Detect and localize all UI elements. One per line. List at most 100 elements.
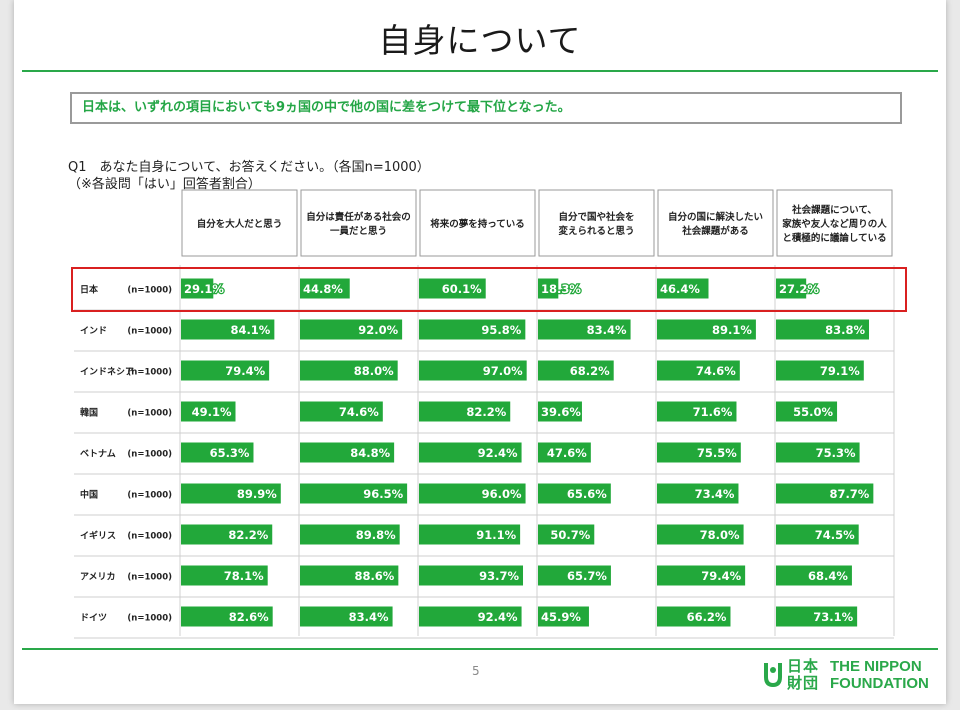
bar-value-label: 95.8%	[481, 323, 521, 337]
column-header-label: と積極的に議論している	[782, 232, 886, 244]
bar-value-label: 91.1%	[476, 528, 516, 542]
bar	[657, 319, 756, 340]
bar	[776, 360, 864, 381]
bar-value-label: 79.1%	[820, 364, 860, 378]
country-label: イギリス	[80, 530, 116, 542]
bar	[657, 565, 746, 586]
summary-box: 日本は、いずれの項目においても9ヵ国の中で他の国に差をつけて最下位となった。	[70, 92, 902, 124]
bar-value-label: 83.8%	[825, 323, 865, 337]
bar-value-label: 27.2%	[779, 282, 819, 296]
bar	[181, 524, 273, 545]
bar-value-label: 68.4%	[808, 569, 848, 583]
bar-value-label: 73.1%	[813, 610, 853, 624]
column-header-label: 自分は責任がある社会の	[306, 211, 411, 223]
logo-jp-line-2: 財団	[787, 674, 820, 692]
column-header-label: 変えられると思う	[558, 225, 634, 237]
bar-value-label: 96.5%	[363, 487, 403, 501]
column-header-2	[300, 189, 417, 257]
bar-value-label: 65.7%	[567, 569, 607, 583]
bar	[657, 606, 731, 627]
bar	[657, 401, 737, 422]
bar	[300, 401, 383, 422]
bar	[300, 565, 399, 586]
bar-value-label: 83.4%	[587, 323, 627, 337]
bar	[776, 524, 859, 545]
bar-value-label: 45.9%	[541, 610, 581, 624]
bar	[300, 483, 408, 504]
bar-value-label: 92.4%	[478, 610, 518, 624]
bar	[657, 360, 740, 381]
bar-value-label: 93.7%	[479, 569, 519, 583]
sample-size-label: (n=1000)	[127, 368, 172, 378]
bar-value-label: 87.7%	[829, 487, 869, 501]
bar-value-label: 55.0%	[793, 405, 833, 419]
bar	[181, 483, 281, 504]
bar	[419, 524, 521, 545]
bar-value-label: 83.4%	[349, 610, 389, 624]
bar-value-label: 65.6%	[567, 487, 607, 501]
bar-value-label: 29.1%	[184, 282, 224, 296]
question-line-1: Q1 あなた自身について、お答えください。（各国n=1000）	[68, 160, 430, 175]
bar	[657, 524, 744, 545]
logo-jp-line-1: 日本	[787, 657, 820, 675]
bar-value-label: 82.2%	[228, 528, 268, 542]
bar-value-label: 46.4%	[660, 282, 700, 296]
bar	[181, 319, 275, 340]
bar-value-label: 92.4%	[478, 446, 518, 460]
column-header-label: 自分を大人だと思う	[197, 218, 283, 230]
bar	[776, 565, 852, 586]
bar-value-label: 92.0%	[358, 323, 398, 337]
bar	[419, 360, 527, 381]
bar-value-label: 78.1%	[224, 569, 264, 583]
bar	[419, 442, 522, 463]
column-header-label: 社会課題について、	[791, 204, 877, 216]
column-header-label: 自分で国や社会を	[558, 211, 634, 223]
bar-value-label: 89.8%	[356, 528, 396, 542]
bar	[538, 524, 595, 545]
bar-value-label: 71.6%	[693, 405, 733, 419]
column-header-label: 将来の夢を持っている	[430, 218, 525, 230]
logo-en-line-2: FOUNDATION	[830, 675, 929, 692]
bar	[300, 606, 393, 627]
bar	[300, 278, 350, 299]
column-header-label: 社会課題がある	[681, 225, 749, 237]
bar	[776, 278, 807, 299]
country-label: ベトナム	[80, 449, 116, 460]
bar-value-label: 75.3%	[816, 446, 856, 460]
column-header-1	[181, 189, 298, 257]
bar	[300, 524, 400, 545]
page-number: 5	[472, 664, 480, 678]
bar	[538, 483, 611, 504]
bar	[538, 565, 611, 586]
country-label: アメリカ	[80, 572, 116, 583]
bar	[538, 278, 559, 299]
bar-value-label: 74.6%	[339, 405, 379, 419]
title-divider	[22, 70, 938, 72]
column-header-6	[776, 189, 893, 257]
bar	[300, 442, 395, 463]
logo-en-line-1: THE NIPPON	[830, 658, 922, 675]
bar-value-label: 79.4%	[225, 364, 265, 378]
bar-value-label: 39.6%	[541, 405, 581, 419]
sample-size-label: (n=1000)	[127, 532, 172, 542]
question-text: Q1 あなた自身について、お答えください。（各国n=1000） （※各設問「はい…	[68, 159, 430, 193]
question-line-2: （※各設問「はい」回答者割合）	[68, 177, 261, 192]
slide: 自身について 日本は、いずれの項目においても9ヵ国の中で他の国に差をつけて最下位…	[14, 0, 946, 704]
bar	[538, 442, 591, 463]
slide-title: 自身について	[378, 21, 582, 60]
column-header-4	[538, 189, 655, 257]
column-header-5	[657, 189, 774, 257]
bar	[538, 360, 614, 381]
sample-size-label: (n=1000)	[127, 450, 172, 460]
bar	[181, 360, 270, 381]
bar	[538, 319, 631, 340]
bar-value-label: 68.2%	[570, 364, 610, 378]
bar	[776, 483, 874, 504]
bar-value-label: 84.8%	[350, 446, 390, 460]
logo-japanese: 日本 財団	[787, 658, 827, 692]
bar-value-label: 73.4%	[695, 487, 735, 501]
country-label: 日本	[80, 284, 99, 296]
nippon-foundation-logo: 日本 財団 THE NIPPON FOUNDATION	[762, 656, 942, 696]
bar	[181, 278, 214, 299]
bar-value-label: 60.1%	[442, 282, 482, 296]
